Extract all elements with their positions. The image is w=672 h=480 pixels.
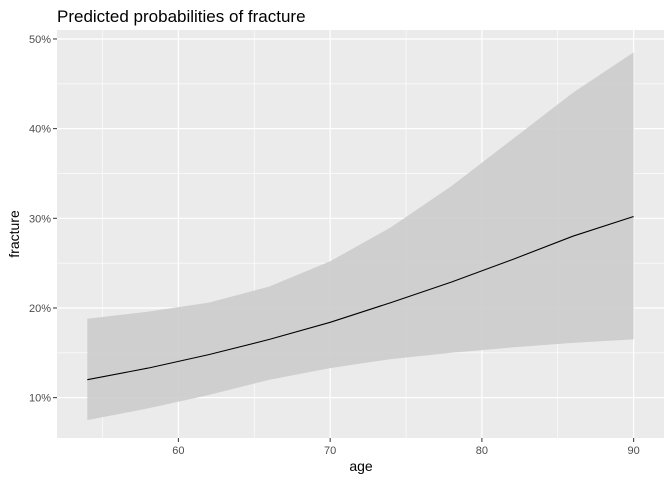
confidence-ribbon <box>87 52 634 421</box>
y-tick-label: 50% <box>29 34 51 46</box>
y-tick-label: 30% <box>29 213 51 225</box>
data-layer <box>87 52 634 421</box>
x-tick-label: 80 <box>476 445 488 457</box>
y-tick-label: 40% <box>29 124 51 136</box>
y-axis-title: fracture <box>6 210 22 258</box>
y-tick-label: 10% <box>29 393 51 405</box>
axes: 60 70 80 90 10% 20% 30% 40% 50% <box>29 34 640 457</box>
x-axis-title: age <box>349 458 373 474</box>
x-tick-label: 70 <box>324 445 336 457</box>
y-tick-label: 20% <box>29 303 51 315</box>
series-line <box>87 215 634 381</box>
chart-title: Predicted probabilities of fracture <box>57 7 306 26</box>
x-tick-label: 90 <box>628 445 640 457</box>
x-tick-label: 60 <box>172 445 184 457</box>
